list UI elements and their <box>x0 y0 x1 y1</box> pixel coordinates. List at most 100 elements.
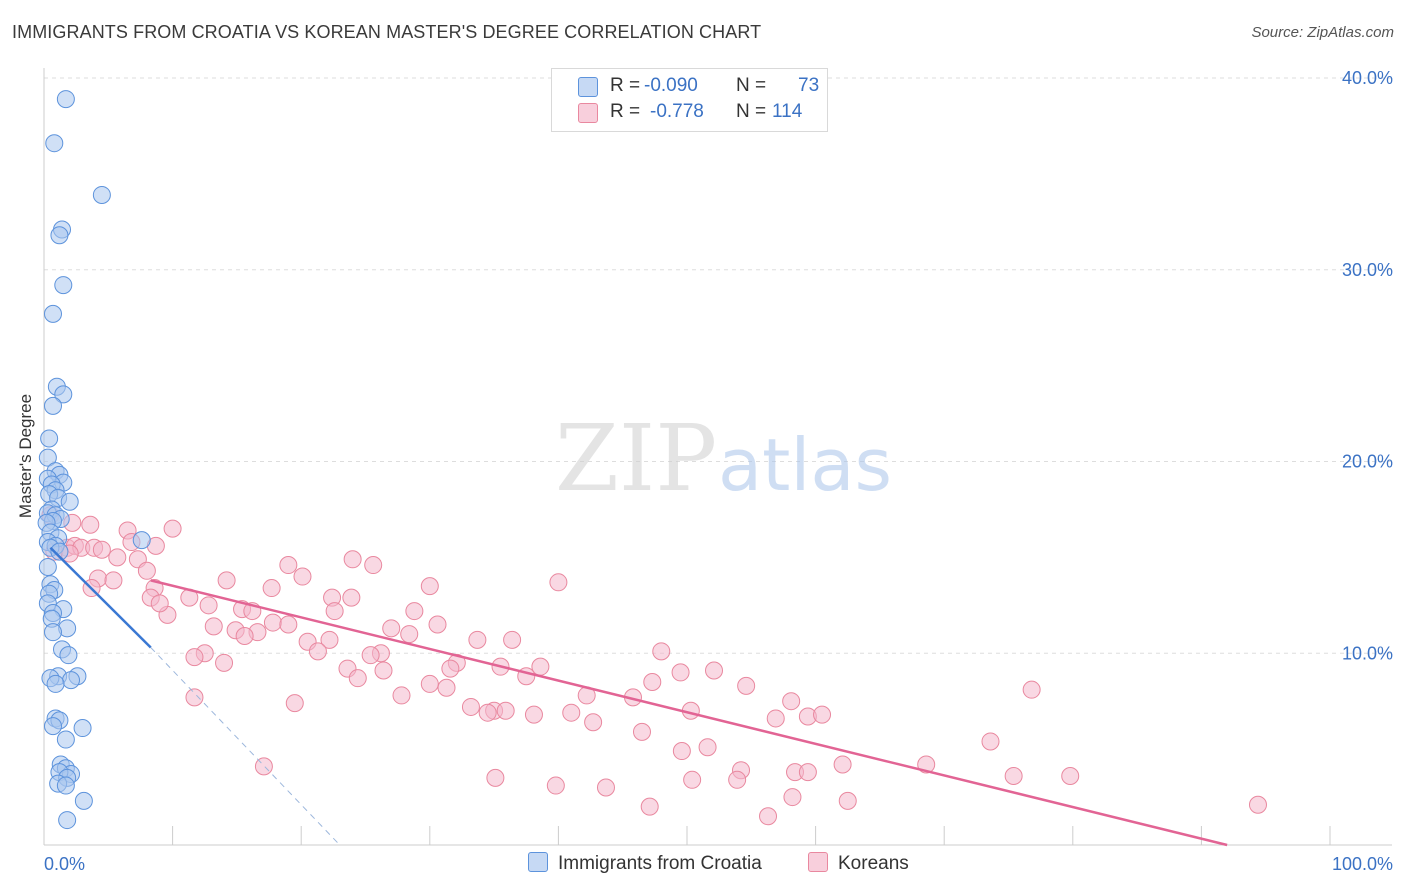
point-koreans <box>546 776 565 795</box>
bottom-legend-label-croatia: Immigrants from Croatia <box>558 853 762 874</box>
point-koreans <box>108 548 127 567</box>
point-koreans <box>92 540 111 559</box>
x-tick-label: 100.0% <box>1332 854 1393 874</box>
point-croatia <box>54 276 73 295</box>
point-koreans <box>374 661 393 680</box>
legend-r-value-croatia: -0.090 <box>644 75 698 96</box>
point-koreans <box>382 619 401 638</box>
chart-title: IMMIGRANTS FROM CROATIA VS KOREAN MASTER… <box>12 22 762 42</box>
point-koreans <box>325 602 344 621</box>
legend-n-value-koreans: 114 <box>772 101 803 122</box>
x-tick-label: 0.0% <box>44 854 85 874</box>
point-koreans <box>596 778 615 797</box>
point-koreans <box>1004 766 1023 785</box>
point-koreans <box>683 770 702 789</box>
point-croatia <box>59 646 78 665</box>
point-koreans <box>640 797 659 816</box>
point-koreans <box>813 705 832 724</box>
point-croatia <box>44 396 63 415</box>
point-koreans <box>285 694 304 713</box>
point-croatia <box>60 492 79 511</box>
series-koreans <box>41 506 1267 826</box>
point-koreans <box>215 653 234 672</box>
y-tick-label: 40.0% <box>1342 68 1393 88</box>
point-koreans <box>348 669 367 688</box>
bottom-legend-koreans: Koreans <box>808 852 909 875</box>
point-koreans <box>400 625 419 644</box>
point-koreans <box>461 697 480 716</box>
point-koreans <box>468 630 487 649</box>
bottom-legend-swatch-koreans <box>808 852 828 872</box>
point-koreans <box>420 674 439 693</box>
point-koreans <box>150 594 169 613</box>
watermark: ZIP atlas <box>555 405 892 512</box>
point-koreans <box>562 703 581 722</box>
y-tick-label: 20.0% <box>1342 452 1393 472</box>
point-koreans <box>652 642 671 661</box>
bottom-legend-swatch-croatia <box>528 852 548 872</box>
trend-lines <box>49 546 1228 847</box>
legend-n-label: N = <box>736 75 767 96</box>
point-croatia <box>46 674 65 693</box>
watermark-atlas: atlas <box>718 423 892 507</box>
gridlines <box>44 77 1392 654</box>
point-koreans <box>798 763 817 782</box>
bottom-legend-croatia: Immigrants from Croatia <box>528 852 762 875</box>
point-croatia <box>50 542 69 561</box>
point-croatia <box>44 304 63 323</box>
point-koreans <box>643 673 662 692</box>
point-koreans <box>185 688 204 707</box>
point-koreans <box>342 588 361 607</box>
point-koreans <box>766 709 785 728</box>
watermark-zip: ZIP <box>555 405 717 512</box>
legend-swatch-croatia <box>578 77 598 97</box>
legend: R = -0.090 N = 73 R = -0.778 N = 114 <box>551 68 828 132</box>
point-croatia <box>38 448 57 467</box>
point-koreans <box>782 692 801 711</box>
y-tick-label: 30.0% <box>1342 260 1393 280</box>
point-koreans <box>759 807 778 826</box>
point-koreans <box>405 602 424 621</box>
legend-n-value-croatia: 73 <box>798 75 820 96</box>
point-koreans <box>420 577 439 596</box>
point-koreans <box>728 770 747 789</box>
y-tick-label: 10.0% <box>1342 643 1393 663</box>
series-croatia <box>37 90 151 830</box>
trend-line-croatia-extension <box>150 647 341 846</box>
point-koreans <box>1248 795 1267 814</box>
point-koreans <box>235 626 254 645</box>
point-koreans <box>496 701 515 720</box>
point-koreans <box>320 630 339 649</box>
point-koreans <box>163 519 182 538</box>
point-koreans <box>437 678 456 697</box>
point-koreans <box>783 788 802 807</box>
legend-r-label: R = <box>610 75 641 96</box>
point-croatia <box>54 385 73 404</box>
point-koreans <box>293 567 312 586</box>
point-croatia <box>44 623 63 642</box>
point-koreans <box>698 738 717 757</box>
point-croatia <box>74 791 93 810</box>
point-croatia <box>40 429 59 448</box>
point-koreans <box>204 617 223 636</box>
point-koreans <box>441 659 460 678</box>
legend-n-label: N = <box>736 101 767 122</box>
point-koreans <box>343 550 362 569</box>
point-koreans <box>263 613 282 632</box>
point-koreans <box>833 755 852 774</box>
legend-r-label: R = <box>610 101 641 122</box>
point-koreans <box>364 556 383 575</box>
point-croatia <box>56 90 75 109</box>
point-koreans <box>279 556 298 575</box>
point-koreans <box>279 615 298 634</box>
legend-r-value-koreans: -0.778 <box>650 101 704 122</box>
point-croatia <box>45 134 64 153</box>
point-koreans <box>104 571 123 590</box>
point-koreans <box>81 515 100 534</box>
point-koreans <box>503 630 522 649</box>
point-koreans <box>428 615 447 634</box>
point-koreans <box>1022 680 1041 699</box>
point-koreans <box>838 791 857 810</box>
source-label: Source: ZipAtlas.com <box>1251 24 1394 41</box>
